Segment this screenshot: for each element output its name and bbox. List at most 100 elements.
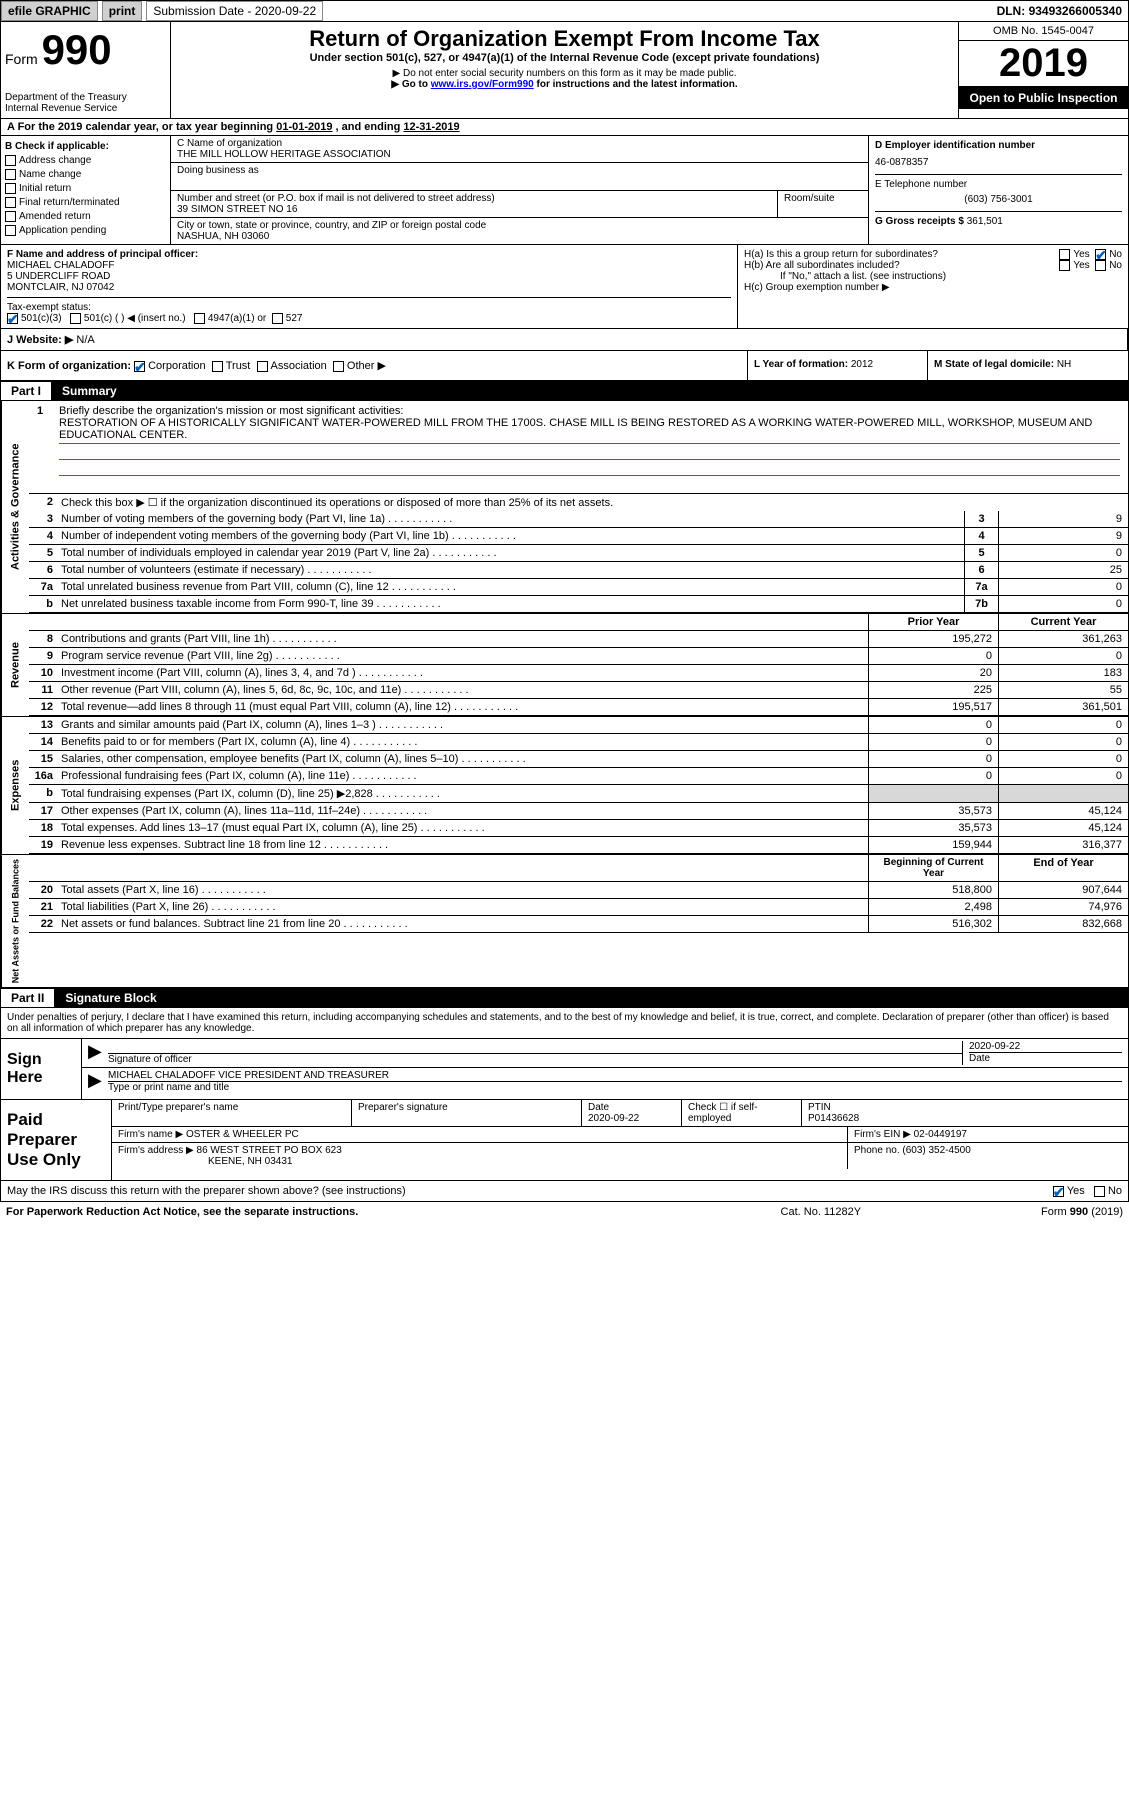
section-bcde: B Check if applicable: Address change Na… — [0, 136, 1129, 245]
table-row: 14Benefits paid to or for members (Part … — [29, 734, 1128, 751]
label-dba: Doing business as — [177, 165, 862, 176]
label-ein: D Employer identification number — [875, 140, 1122, 151]
opt-527: 527 — [286, 313, 303, 324]
box-j: J Website: ▶ N/A — [1, 329, 1128, 350]
footer-form: Form — [1041, 1206, 1070, 1218]
checkbox[interactable] — [5, 211, 16, 222]
checkbox[interactable] — [1059, 249, 1070, 260]
omb-number: OMB No. 1545-0047 — [959, 22, 1128, 41]
checkbox[interactable] — [333, 361, 344, 372]
prep-date-label: Date — [588, 1102, 609, 1113]
table-row: 7aTotal unrelated business revenue from … — [29, 579, 1128, 596]
checkbox[interactable] — [272, 313, 283, 324]
website-value: N/A — [76, 334, 94, 346]
table-row: 9Program service revenue (Part VIII, lin… — [29, 648, 1128, 665]
firm-ein: 02-0449197 — [914, 1129, 967, 1140]
label-street: Number and street (or P.O. box if mail i… — [177, 193, 771, 204]
table-row: 20Total assets (Part X, line 16)518,8009… — [29, 882, 1128, 899]
tax-year: 2019 — [959, 41, 1128, 87]
form-number: 990 — [42, 26, 112, 73]
check-final: Final return/terminated — [19, 197, 120, 208]
vtab-revenue: Revenue — [1, 614, 29, 716]
dln: DLN: 93493266005340 — [991, 2, 1128, 20]
ptin-value: P01436628 — [808, 1113, 859, 1124]
checkbox[interactable] — [257, 361, 268, 372]
table-row: 11Other revenue (Part VIII, column (A), … — [29, 682, 1128, 699]
checkbox-501c3[interactable] — [7, 313, 18, 324]
part-1-title: Summary — [52, 382, 127, 400]
checkbox[interactable] — [5, 197, 16, 208]
check-amended: Amended return — [19, 211, 91, 222]
check-name-change: Name change — [19, 169, 81, 180]
period-begin: 01-01-2019 — [276, 121, 332, 133]
checkbox[interactable] — [194, 313, 205, 324]
prep-self-employed: Check ☐ if self-employed — [682, 1100, 802, 1127]
checkbox[interactable] — [5, 183, 16, 194]
check-pending: Application pending — [19, 225, 106, 236]
hb-note: If "No," attach a list. (see instruction… — [744, 271, 1122, 282]
firm-phone-label: Phone no. — [854, 1145, 902, 1156]
opt-assoc: Association — [271, 360, 327, 372]
footer-form-year: (2019) — [1091, 1206, 1123, 1218]
checkbox[interactable] — [1094, 1186, 1105, 1197]
checkbox-corp[interactable] — [134, 361, 145, 372]
line-2-text: Check this box ▶ ☐ if the organization d… — [57, 494, 1128, 511]
arrow-icon: ▶ — [88, 1041, 108, 1065]
col-prior: Prior Year — [868, 614, 998, 630]
firm-ein-label: Firm's EIN ▶ — [854, 1129, 914, 1140]
checkbox-ha-no[interactable] — [1095, 249, 1106, 260]
checkbox-discuss-yes[interactable] — [1053, 1186, 1064, 1197]
form-word: Form — [5, 51, 38, 67]
print-button[interactable]: print — [102, 1, 143, 21]
checkbox[interactable] — [1095, 260, 1106, 271]
irs-link[interactable]: www.irs.gov/Form990 — [431, 79, 534, 90]
firm-addr: 86 WEST STREET PO BOX 623 — [197, 1145, 342, 1156]
checkbox[interactable] — [1059, 260, 1070, 271]
box-b: B Check if applicable: Address change Na… — [1, 136, 171, 244]
street: 39 SIMON STREET NO 16 — [177, 204, 771, 215]
table-row: 3Number of voting members of the governi… — [29, 511, 1128, 528]
gross-receipts: 361,501 — [967, 216, 1003, 227]
perjury-statement: Under penalties of perjury, I declare th… — [0, 1008, 1129, 1039]
header-right: OMB No. 1545-0047 2019 Open to Public In… — [958, 22, 1128, 118]
checkbox[interactable] — [70, 313, 81, 324]
table-row: 16aProfessional fundraising fees (Part I… — [29, 768, 1128, 785]
footer-left: For Paperwork Reduction Act Notice, see … — [6, 1206, 358, 1218]
section-fh: F Name and address of principal officer:… — [0, 245, 1129, 329]
header-left: Form 990 Department of the Treasury Inte… — [1, 22, 171, 118]
box-f: F Name and address of principal officer:… — [1, 245, 738, 328]
efile-button[interactable]: efile GRAPHIC — [1, 1, 98, 21]
activities-section: Activities & Governance 1 Briefly descri… — [0, 401, 1129, 614]
box-deg: D Employer identification number 46-0878… — [868, 136, 1128, 244]
checkbox[interactable] — [5, 169, 16, 180]
yes-label: Yes — [1073, 260, 1089, 271]
checkbox[interactable] — [5, 225, 16, 236]
footer-right: Form 990 (2019) — [1041, 1206, 1123, 1218]
vtab-net: Net Assets or Fund Balances — [1, 855, 29, 987]
officer-name-title: MICHAEL CHALADOFF VICE PRESIDENT AND TRE… — [108, 1070, 1122, 1081]
opt-501c: 501(c) ( ) ◀ (insert no.) — [84, 313, 186, 324]
checkbox[interactable] — [212, 361, 223, 372]
firm-phone: (603) 352-4500 — [902, 1145, 970, 1156]
part-2-bar: Part II Signature Block — [0, 988, 1129, 1008]
col-end: End of Year — [998, 855, 1128, 881]
firm-name: OSTER & WHEELER PC — [186, 1129, 299, 1140]
mission-block: 1 Briefly describe the organization's mi… — [29, 401, 1128, 494]
form-org-label: K Form of organization: — [7, 360, 131, 372]
table-row: 12Total revenue—add lines 8 through 11 (… — [29, 699, 1128, 716]
checkbox[interactable] — [5, 155, 16, 166]
part-2-title: Signature Block — [55, 989, 166, 1007]
check-addr-change: Address change — [19, 155, 91, 166]
label-gross: G Gross receipts $ — [875, 216, 967, 227]
yes-label: Yes — [1073, 249, 1089, 260]
sign-here-label: Sign Here — [1, 1039, 81, 1099]
firm-city: KEENE, NH 03431 — [118, 1156, 293, 1167]
table-row: 18Total expenses. Add lines 13–17 (must … — [29, 820, 1128, 837]
submission-label: Submission Date - — [153, 4, 254, 18]
yes-label: Yes — [1067, 1185, 1085, 1197]
tax-exempt-label: Tax-exempt status: — [7, 302, 91, 313]
period-end: 12-31-2019 — [403, 121, 459, 133]
officer-name: MICHAEL CHALADOFF — [7, 260, 731, 271]
submission-date: Submission Date - 2020-09-22 — [146, 1, 323, 21]
prep-sig-label: Preparer's signature — [352, 1100, 582, 1127]
